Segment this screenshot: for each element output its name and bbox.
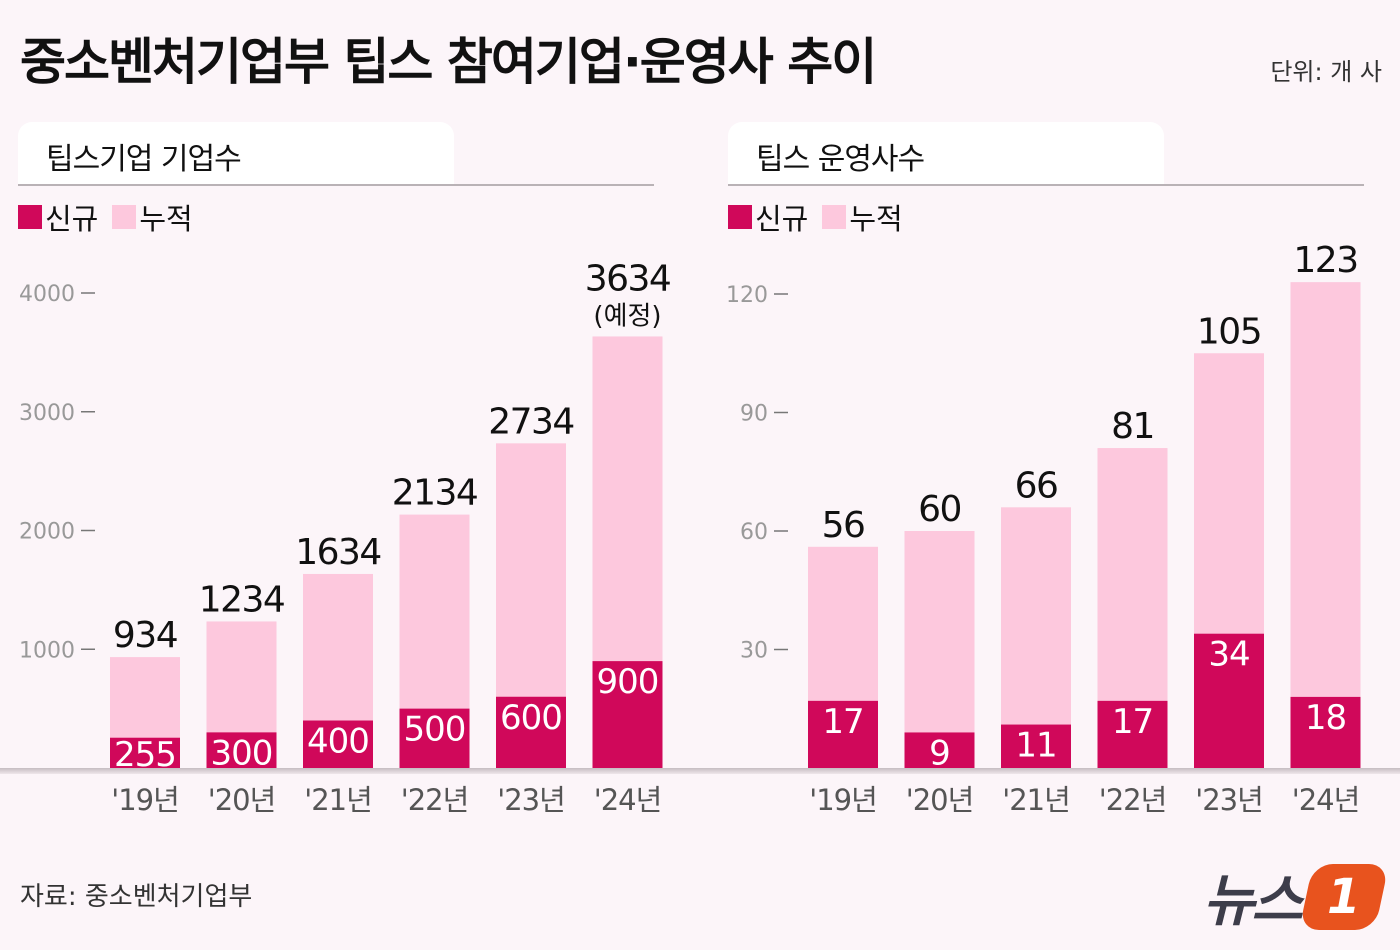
logo-text: 뉴스	[1202, 869, 1303, 934]
startup-count-chart: 1000200030004000255934'19년3001234'20년400…	[19, 258, 672, 817]
y-tick-label: 120	[726, 283, 768, 308]
y-tick-label: 60	[740, 520, 768, 545]
value-label-new: 400	[307, 722, 369, 762]
x-tick-label: '23년	[1195, 783, 1263, 817]
y-tick-label: 1000	[19, 638, 75, 663]
legend-swatch-new	[728, 205, 752, 229]
y-tick-label: 2000	[19, 520, 75, 545]
value-label-new: 500	[404, 710, 466, 750]
left-chart-title: 팁스기업 기업수	[46, 142, 242, 177]
legend-label-cumulative: 누적	[139, 202, 193, 236]
value-label-cumulative: 3634	[585, 258, 671, 299]
logo-mark: 1	[1327, 868, 1361, 925]
bar-new	[1097, 700, 1168, 768]
bar-new	[1001, 724, 1071, 768]
x-tick-label: '21년	[1002, 783, 1070, 817]
legend-item-cumulative: 누적	[112, 196, 193, 238]
right-panel-tab: 팁스 운영사수	[728, 122, 1164, 184]
right-legend: 신규 누적	[728, 196, 917, 238]
value-label-cumulative: 2134	[392, 473, 478, 514]
bar-new	[303, 720, 373, 768]
x-tick-label: '23년	[497, 783, 565, 817]
value-label-cumulative: 60	[918, 489, 961, 530]
y-tick-label: 4000	[19, 282, 75, 307]
x-tick-label: '19년	[111, 783, 179, 817]
value-label-new: 34	[1208, 635, 1249, 675]
value-label-new: 17	[1112, 702, 1153, 742]
legend-swatch-cumulative	[112, 205, 137, 229]
value-label-new: 900	[597, 662, 659, 702]
value-label-new: 11	[1015, 726, 1056, 766]
legend-label-new: 신규	[45, 202, 99, 236]
x-tick-label: '22년	[401, 783, 469, 817]
right-chart-title: 팁스 운영사수	[756, 142, 925, 177]
legend-label-new: 신규	[755, 202, 809, 236]
bar-new	[1290, 696, 1361, 768]
bar-new	[206, 732, 277, 768]
value-label-new: 17	[822, 702, 863, 742]
value-label-cumulative: 81	[1111, 406, 1154, 447]
logo-badge: 1	[1298, 863, 1390, 930]
left-panel-divider	[18, 184, 654, 186]
value-label-cumulative: 123	[1293, 240, 1357, 281]
x-tick-label: '24년	[1292, 783, 1360, 817]
x-tick-label: '22년	[1099, 783, 1167, 817]
value-label-new: 9	[929, 733, 950, 773]
bar-new	[808, 700, 878, 768]
value-label-new: 600	[500, 698, 562, 738]
x-tick-label: '24년	[594, 783, 662, 817]
value-label-cumulative: 1234	[199, 579, 285, 620]
value-label-new: 18	[1305, 698, 1346, 738]
y-tick-label: 3000	[19, 401, 75, 426]
bar-new	[399, 708, 470, 768]
x-tick-label: '19년	[809, 783, 877, 817]
y-tick-label: 90	[740, 402, 768, 427]
chart-baseline	[0, 768, 1400, 774]
legend-item-new: 신규	[728, 196, 808, 238]
bar-new	[1194, 633, 1264, 768]
bar-new	[592, 661, 663, 768]
bar-cumulative	[1290, 282, 1361, 768]
bar-new	[904, 732, 975, 768]
value-label-cumulative: 66	[1015, 465, 1058, 506]
x-tick-label: '21년	[304, 783, 372, 817]
bar-cumulative	[904, 531, 975, 768]
bar-new	[110, 737, 180, 768]
x-tick-label: '20년	[906, 783, 974, 817]
value-label-cumulative: 105	[1197, 311, 1261, 352]
legend-swatch-cumulative	[822, 205, 847, 229]
left-legend: 신규 누적	[18, 196, 207, 238]
value-label-cumulative: 1634	[295, 532, 381, 573]
legend-label-cumulative: 누적	[849, 202, 903, 236]
unit-label: 단위: 개 사	[1270, 58, 1382, 86]
right-panel-divider	[728, 184, 1364, 186]
left-panel-tab: 팁스기업 기업수	[18, 122, 454, 184]
y-tick-label: 30	[740, 639, 768, 664]
legend-swatch-new	[18, 205, 42, 229]
legend-item-cumulative: 누적	[822, 196, 903, 238]
page-title: 중소벤처기업부 팁스 참여기업·운영사 추이	[20, 33, 877, 91]
value-label-cumulative: 934	[113, 615, 177, 656]
value-label-cumulative: 56	[822, 505, 865, 546]
bar-new	[496, 696, 566, 768]
bar-annotation: (예정)	[593, 301, 661, 331]
source-note: 자료: 중소벤처기업부	[20, 882, 253, 912]
legend-item-new: 신규	[18, 196, 98, 238]
news1-logo: 뉴스 1	[1202, 856, 1390, 937]
x-tick-label: '20년	[208, 783, 276, 817]
operator-count-chart: 30 60 90 120 17 56 '19년 9 60 '20년 11 66 '21년 17 81 '22년…	[726, 240, 1361, 817]
value-label-new: 300	[211, 733, 273, 773]
value-label-cumulative: 2734	[488, 401, 574, 442]
